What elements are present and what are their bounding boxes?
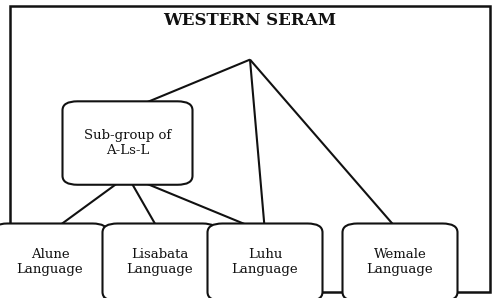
FancyBboxPatch shape: [208, 224, 322, 298]
FancyBboxPatch shape: [0, 224, 108, 298]
FancyBboxPatch shape: [62, 101, 192, 185]
FancyBboxPatch shape: [10, 6, 490, 292]
FancyBboxPatch shape: [102, 224, 218, 298]
Text: Luhu
Language: Luhu Language: [232, 248, 298, 276]
FancyBboxPatch shape: [342, 224, 458, 298]
Text: Wemale
Language: Wemale Language: [366, 248, 434, 276]
Text: Lisabata
Language: Lisabata Language: [126, 248, 194, 276]
Text: Sub-group of
A-Ls-L: Sub-group of A-Ls-L: [84, 129, 171, 157]
Text: Alune
Language: Alune Language: [16, 248, 84, 276]
Text: WESTERN SERAM: WESTERN SERAM: [164, 12, 336, 30]
